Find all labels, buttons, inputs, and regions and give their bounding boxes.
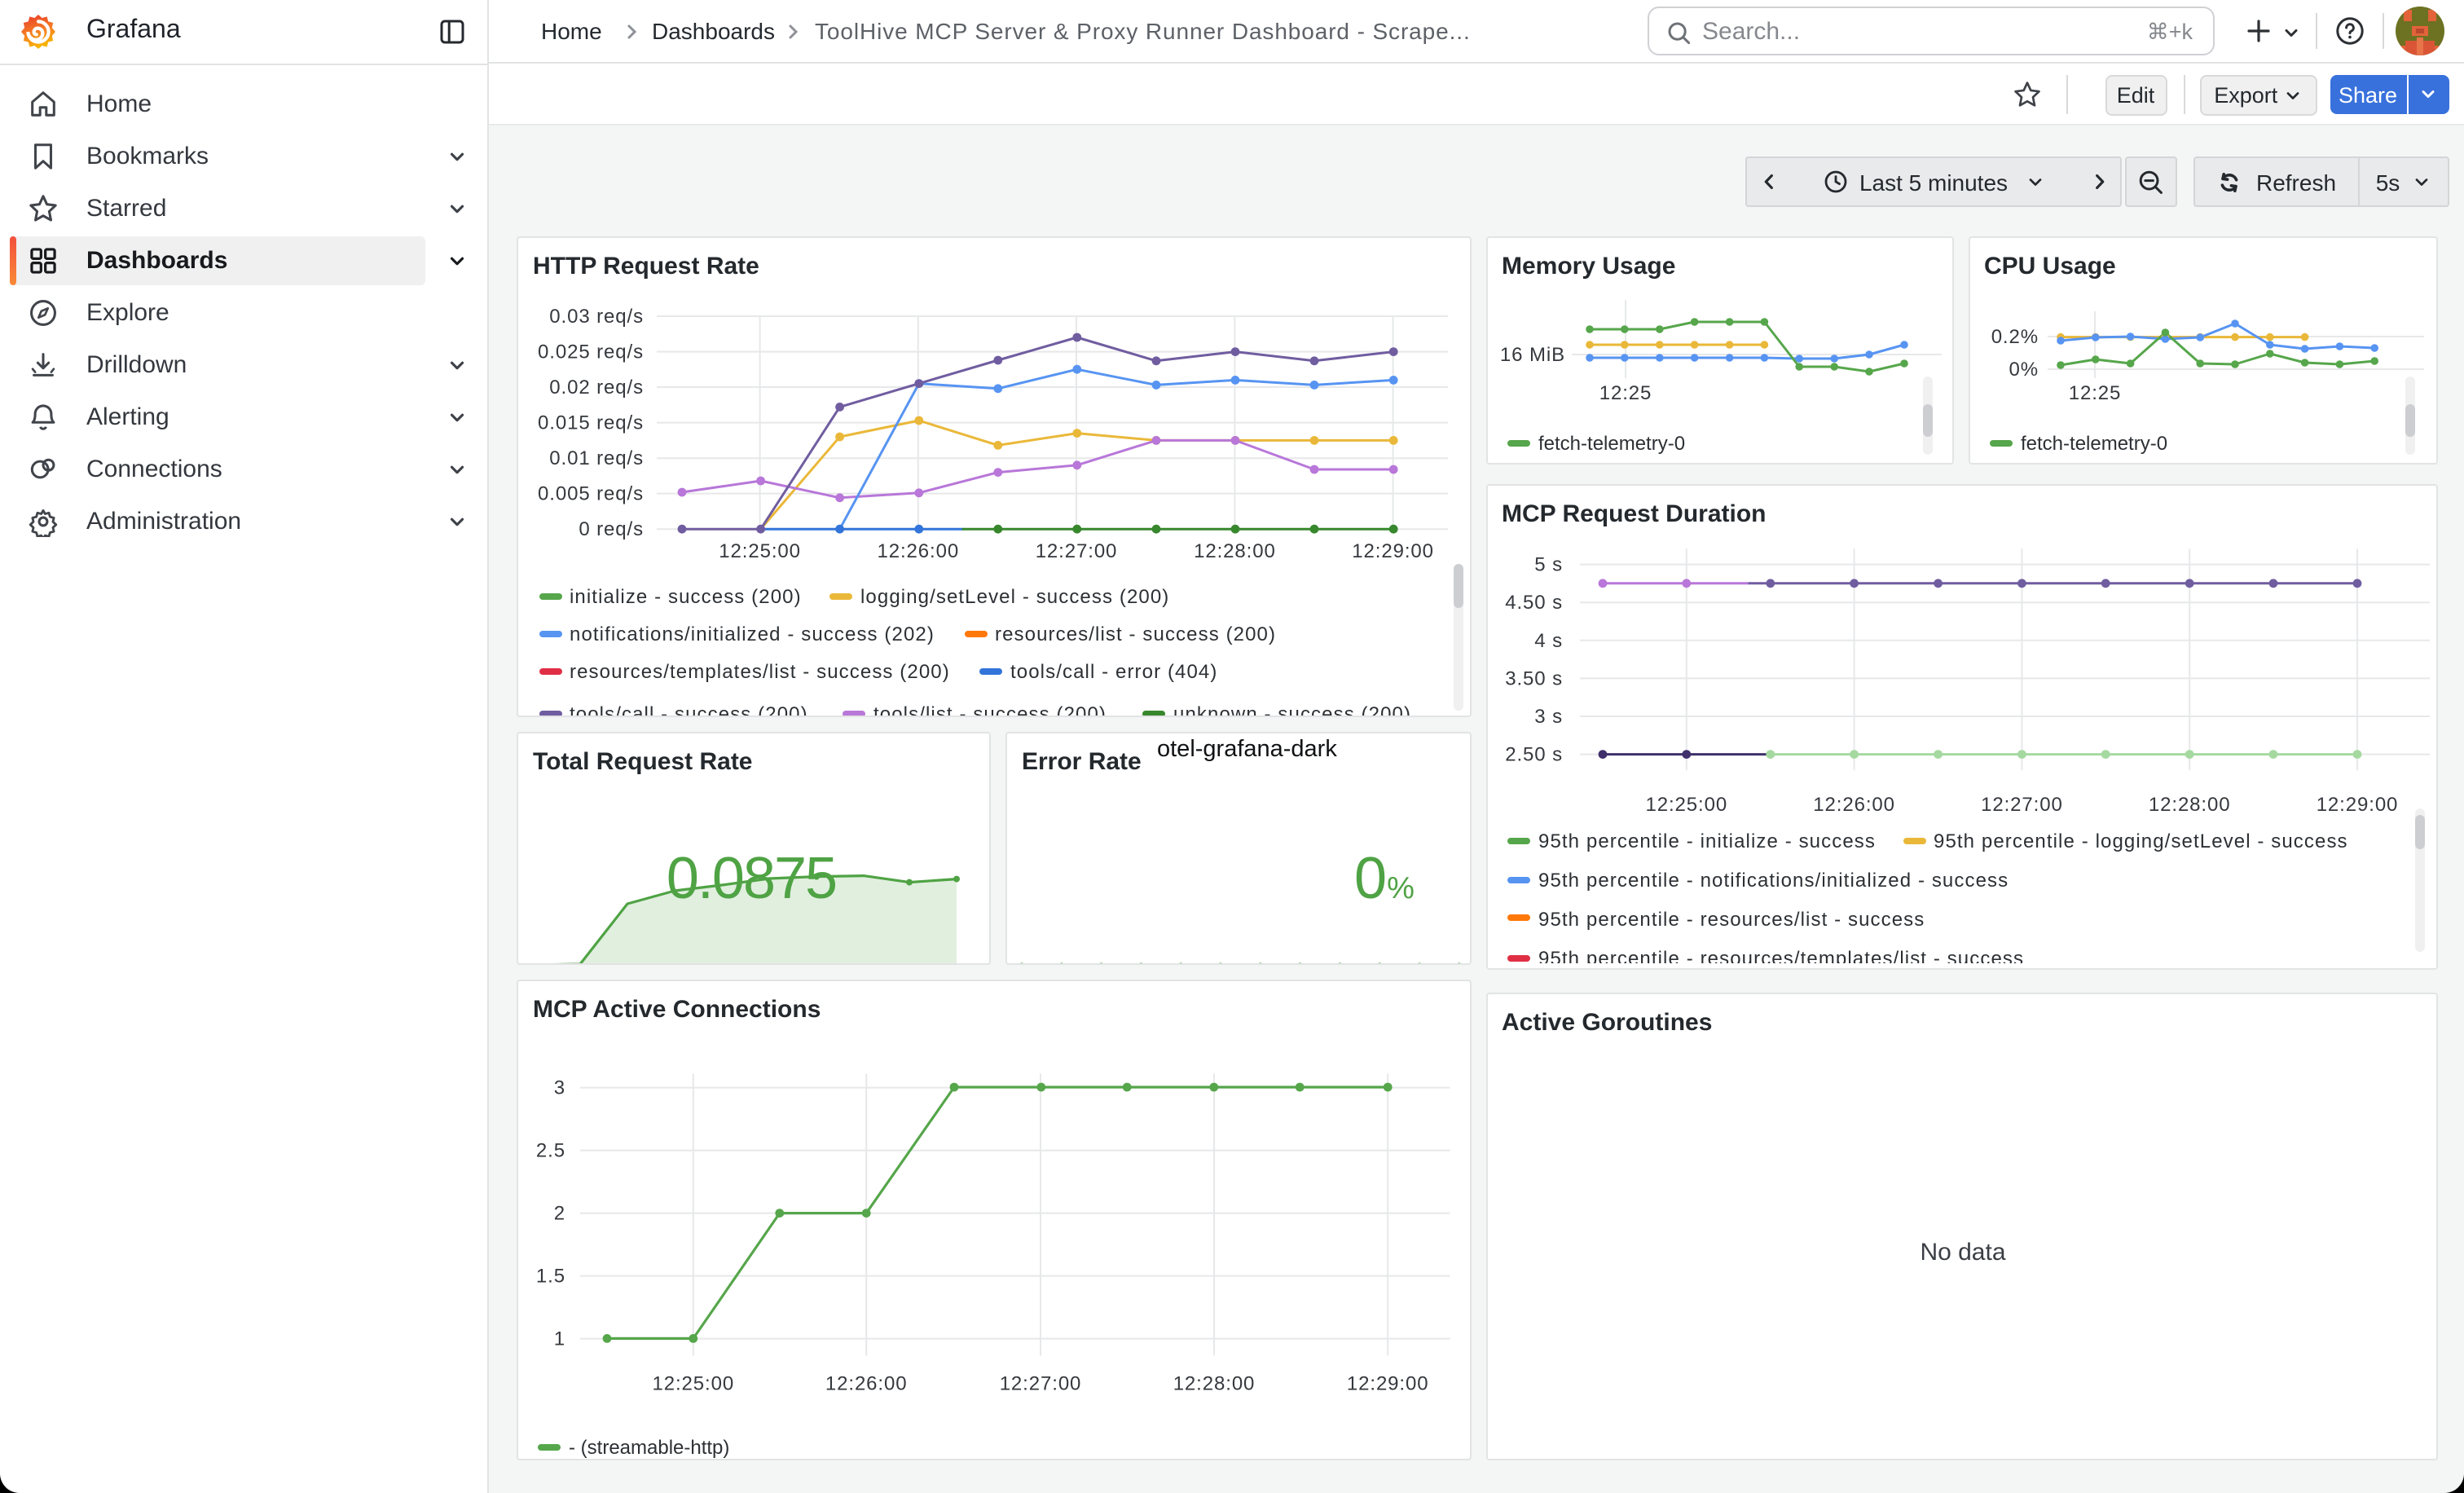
svg-text:3 s: 3 s — [1533, 707, 1562, 729]
svg-text:4.50 s: 4.50 s — [1504, 592, 1562, 614]
svg-text:0.03 req/s: 0.03 req/s — [549, 306, 644, 328]
svg-text:12:28:00: 12:28:00 — [2148, 795, 2230, 817]
svg-text:12:25:00: 12:25:00 — [1644, 795, 1727, 817]
svg-text:1.5: 1.5 — [536, 1266, 565, 1288]
svg-text:2: 2 — [554, 1203, 565, 1225]
svg-text:1: 1 — [554, 1328, 565, 1350]
svg-text:0.02 req/s: 0.02 req/s — [549, 377, 644, 399]
svg-text:0 req/s: 0 req/s — [579, 518, 644, 540]
svg-text:12:29:00: 12:29:00 — [2316, 795, 2398, 817]
svg-text:12:26:00: 12:26:00 — [877, 540, 959, 562]
svg-text:12:25: 12:25 — [2068, 382, 2121, 404]
svg-text:0.025 req/s: 0.025 req/s — [538, 341, 644, 363]
svg-text:12:28:00: 12:28:00 — [1194, 540, 1276, 562]
svg-text:0.2%: 0.2% — [1991, 326, 2038, 348]
svg-text:12:29:00: 12:29:00 — [1352, 540, 1434, 562]
svg-text:12:26:00: 12:26:00 — [825, 1373, 908, 1395]
svg-text:12:29:00: 12:29:00 — [1347, 1373, 1429, 1395]
svg-text:12:25: 12:25 — [1599, 382, 1652, 404]
svg-text:0.01 req/s: 0.01 req/s — [549, 447, 644, 469]
svg-text:12:27:00: 12:27:00 — [1000, 1373, 1082, 1395]
svg-text:3: 3 — [554, 1077, 565, 1099]
svg-text:3.50 s: 3.50 s — [1504, 668, 1562, 690]
svg-text:0.005 req/s: 0.005 req/s — [538, 483, 644, 505]
svg-text:12:28:00: 12:28:00 — [1173, 1373, 1256, 1395]
svg-text:16 MiB: 16 MiB — [1499, 344, 1564, 366]
svg-text:12:25:00: 12:25:00 — [719, 540, 801, 562]
svg-text:4 s: 4 s — [1533, 631, 1562, 653]
svg-text:5 s: 5 s — [1533, 554, 1562, 576]
svg-text:0.015 req/s: 0.015 req/s — [538, 412, 644, 434]
svg-text:12:25:00: 12:25:00 — [652, 1373, 734, 1395]
svg-text:2.50 s: 2.50 s — [1504, 744, 1562, 766]
svg-text:2.5: 2.5 — [536, 1140, 565, 1162]
svg-text:12:26:00: 12:26:00 — [1812, 795, 1894, 817]
svg-text:12:27:00: 12:27:00 — [1036, 540, 1118, 562]
svg-text:0%: 0% — [2009, 359, 2039, 381]
svg-text:12:27:00: 12:27:00 — [1980, 795, 2062, 817]
